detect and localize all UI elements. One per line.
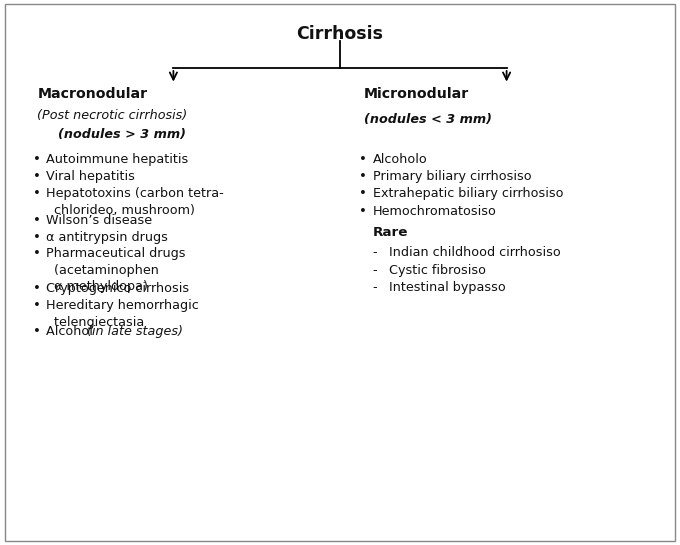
- Text: •: •: [33, 247, 41, 261]
- Text: -: -: [373, 281, 377, 294]
- Text: •: •: [359, 187, 367, 201]
- Text: Rare: Rare: [373, 226, 408, 239]
- Text: Intestinal bypassᴏ: Intestinal bypassᴏ: [389, 281, 506, 294]
- Text: Hepatotoxins (carbon tetra-
  chlorideᴏ, mushroom): Hepatotoxins (carbon tetra- chlorideᴏ, m…: [46, 187, 224, 217]
- Text: Hemochromatosisᴏ: Hemochromatosisᴏ: [373, 205, 496, 218]
- Text: (nodules < 3 mm): (nodules < 3 mm): [364, 113, 492, 126]
- Text: •: •: [33, 214, 41, 227]
- Text: Extrahepatic biliary cirrhosisᴏ: Extrahepatic biliary cirrhosisᴏ: [373, 187, 563, 201]
- Text: -: -: [373, 246, 377, 259]
- Text: Indian childhood cirrhosisᴏ: Indian childhood cirrhosisᴏ: [389, 246, 561, 259]
- Text: Viral hepatitis: Viral hepatitis: [46, 170, 135, 183]
- Text: •: •: [33, 325, 41, 338]
- Text: Macronodular: Macronodular: [37, 87, 148, 101]
- Text: (Post necrotic cirrhosis): (Post necrotic cirrhosis): [37, 109, 188, 122]
- Text: Cryptogenicᴏ cirrhosis: Cryptogenicᴏ cirrhosis: [46, 282, 189, 295]
- Text: Pharmaceutical drugs
  (acetaminophen
  α methyldopa): Pharmaceutical drugs (acetaminophen α me…: [46, 247, 186, 293]
- Text: Cystic fibrosisᴏ: Cystic fibrosisᴏ: [389, 264, 486, 277]
- Text: α antitrypsin drugs: α antitrypsin drugs: [46, 231, 168, 244]
- Text: Alcoholᴏ: Alcoholᴏ: [373, 153, 428, 166]
- Text: Cirrhosis: Cirrhosis: [296, 25, 384, 43]
- Text: •: •: [33, 170, 41, 183]
- Text: •: •: [33, 187, 41, 201]
- Text: •: •: [359, 153, 367, 166]
- Text: Wilson’s disease: Wilson’s disease: [46, 214, 152, 227]
- Text: •: •: [33, 231, 41, 244]
- Text: •: •: [33, 153, 41, 166]
- Text: Alcohol: Alcohol: [46, 325, 97, 338]
- Text: Hereditary hemorrhagic
  telengiectasia: Hereditary hemorrhagic telengiectasia: [46, 299, 199, 329]
- Text: -: -: [373, 264, 377, 277]
- Text: •: •: [33, 282, 41, 295]
- Text: (nodules > 3 mm): (nodules > 3 mm): [58, 128, 186, 141]
- Text: •: •: [359, 170, 367, 183]
- Text: Micronodular: Micronodular: [364, 87, 469, 101]
- Text: •: •: [359, 205, 367, 218]
- Text: •: •: [33, 299, 41, 312]
- Text: Primary biliary cirrhosisᴏ: Primary biliary cirrhosisᴏ: [373, 170, 531, 183]
- Text: (in late stages): (in late stages): [87, 325, 183, 338]
- Text: Autoimmune hepatitis: Autoimmune hepatitis: [46, 153, 188, 166]
